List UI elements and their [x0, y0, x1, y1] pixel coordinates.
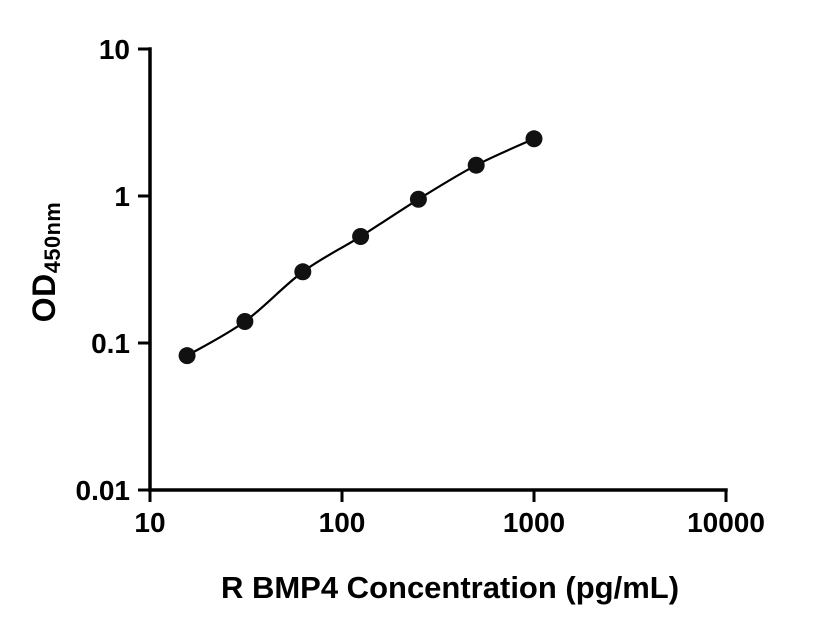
data-point-marker	[294, 263, 312, 281]
y-tick-label: 1	[114, 181, 130, 212]
y-tick-label: 0.01	[76, 475, 131, 506]
data-point-marker	[236, 313, 254, 331]
x-tick-label: 10000	[687, 507, 765, 538]
x-axis-title: R BMP4 Concentration (pg/mL)	[220, 570, 680, 605]
x-tick-label: 10	[134, 507, 165, 538]
data-point-marker	[178, 347, 196, 365]
y-tick-label: 0.1	[91, 328, 130, 359]
data-point-marker	[409, 190, 427, 208]
data-point-marker	[467, 156, 485, 174]
y-axis-title-subscript: 450nm	[39, 201, 65, 274]
y-axis-title-main: OD	[26, 273, 63, 323]
x-tick-label: 1000	[503, 507, 565, 538]
x-tick-label: 100	[319, 507, 366, 538]
y-axis-title: OD450nm	[26, 202, 66, 322]
data-point-marker	[352, 228, 370, 246]
y-tick-label: 10	[99, 34, 130, 65]
data-point-marker	[525, 130, 543, 148]
